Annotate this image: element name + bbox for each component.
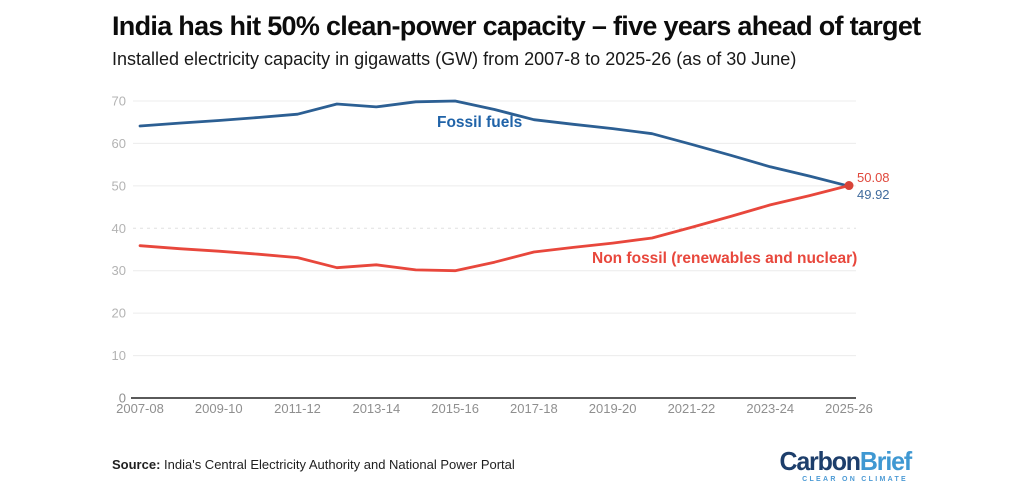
x-tick-label: 2015-16 — [431, 401, 479, 416]
end-value-fossil: 49.92 — [857, 187, 890, 202]
y-tick-label: 70 — [112, 94, 126, 109]
chart-subtitle: Installed electricity capacity in gigawa… — [112, 49, 797, 70]
source-note: Source: India's Central Electricity Auth… — [112, 457, 515, 472]
end-value-non-fossil: 50.08 — [857, 170, 890, 185]
x-tick-label: 2023-24 — [746, 401, 794, 416]
x-tick-label: 2025-26 — [825, 401, 873, 416]
chart-header: India has hit 50% clean-power capacity –… — [112, 11, 921, 70]
series-line-non-fossil-renewables-and-nuclear — [138, 184, 851, 273]
x-tick-label: 2009-10 — [195, 401, 243, 416]
series-label-fossil-fuels: Fossil fuels — [437, 114, 523, 131]
source-label: Source: — [112, 457, 161, 472]
logo-word-brief: Brief — [859, 446, 912, 476]
x-tick-label: 2017-18 — [510, 401, 558, 416]
series-line-fossil-fuels — [138, 99, 851, 188]
logo-word-carbon: Carbon — [779, 446, 861, 476]
y-tick-label: 60 — [112, 136, 126, 151]
chart-title: India has hit 50% clean-power capacity –… — [112, 11, 921, 41]
y-tick-label: 10 — [112, 348, 126, 363]
x-tick-label: 2021-22 — [668, 401, 716, 416]
x-tick-label: 2019-20 — [589, 401, 637, 416]
x-tick-label: 2013-14 — [352, 401, 400, 416]
y-tick-label: 30 — [112, 263, 126, 278]
logo-wordmark: CarbonBrief — [779, 446, 912, 476]
x-tick-label: 2007-08 — [116, 401, 164, 416]
y-tick-label: 20 — [112, 306, 126, 321]
x-tick-label: 2011-12 — [274, 401, 321, 416]
series-label-non-fossil: Non fossil (renewables and nuclear) — [592, 250, 858, 267]
y-tick-label: 50 — [112, 178, 126, 193]
carbonbrief-logo: CarbonBrief CLEAR ON CLIMATE — [774, 446, 912, 483]
end-marker-dot — [844, 181, 854, 191]
source-text: India's Central Electricity Authority an… — [160, 457, 515, 472]
logo-tagline: CLEAR ON CLIMATE — [802, 476, 908, 483]
y-tick-label: 40 — [112, 221, 126, 236]
y-tick-label: 0 — [119, 391, 126, 406]
